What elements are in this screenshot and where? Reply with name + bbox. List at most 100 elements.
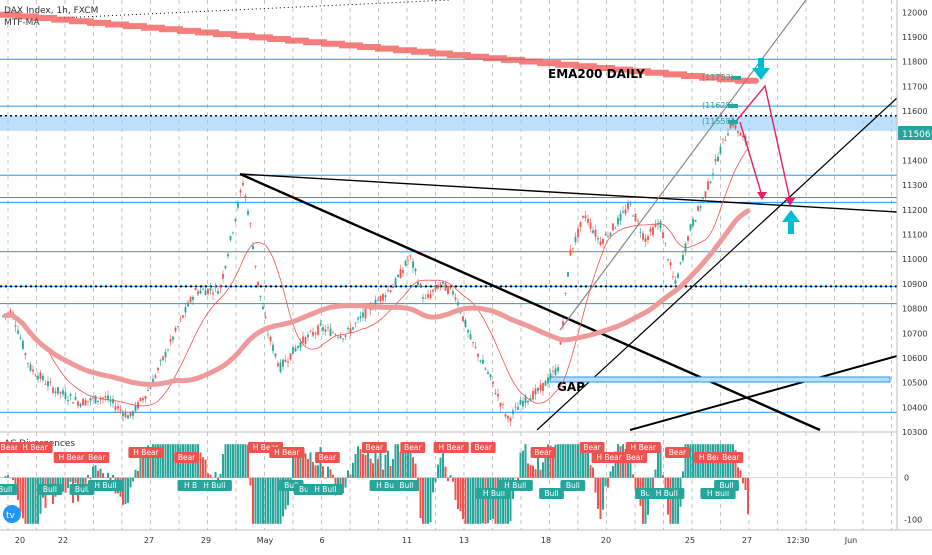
oscillator-bar-down bbox=[122, 477, 124, 505]
oscillator-bar-down bbox=[204, 459, 207, 478]
candle-body-down bbox=[429, 294, 432, 298]
oscillator-bar-up bbox=[477, 477, 479, 524]
tag-11625: (11625) bbox=[702, 101, 734, 110]
candle-body-up bbox=[517, 407, 519, 410]
candle-body-down bbox=[189, 296, 192, 303]
candle-body-up bbox=[262, 306, 264, 310]
oscillator-bar-down bbox=[462, 477, 464, 520]
candle-body-down bbox=[542, 382, 544, 391]
candle-body-down bbox=[364, 308, 367, 319]
price-axis[interactable]: 10300 10400 10500 10600 10700 10800 10900 11000… bbox=[902, 8, 927, 437]
oscillator-bar-up bbox=[672, 477, 674, 524]
candle-body-up bbox=[639, 232, 642, 234]
oscillator-bar-down bbox=[247, 444, 249, 478]
time-tick-label: 6 bbox=[319, 536, 324, 545]
oscillator-bar-up bbox=[354, 454, 357, 478]
candle-body-down bbox=[739, 132, 742, 136]
candle-body-down bbox=[664, 242, 667, 244]
candle-body-up bbox=[674, 280, 677, 284]
oscillator-bar-up bbox=[404, 444, 407, 478]
candle-body-down bbox=[454, 297, 457, 300]
oscillator-bar-up bbox=[352, 462, 354, 478]
candle-body-up bbox=[694, 219, 697, 222]
label-box bbox=[269, 447, 305, 458]
label-box bbox=[433, 442, 469, 453]
candle-body-up bbox=[362, 312, 364, 318]
candle-body-down bbox=[207, 288, 209, 294]
time-tick-label: 22 bbox=[58, 536, 68, 545]
bear-divergence-label: Bear bbox=[400, 442, 426, 453]
candle-body-up bbox=[692, 219, 694, 227]
oscillator-bar-up bbox=[242, 444, 244, 478]
oscillator-bar-up bbox=[544, 451, 547, 478]
candle-body-down bbox=[149, 387, 152, 390]
candle-body-down bbox=[242, 183, 244, 186]
candle-body-up bbox=[122, 412, 124, 417]
candle-body-up bbox=[719, 146, 722, 154]
candle-body-down bbox=[572, 248, 574, 250]
candle-body-down bbox=[27, 362, 29, 364]
candle-body-down bbox=[499, 402, 502, 407]
time-axis[interactable]: 20 22 27 29 May 6 11 13 18 20 25 27 12:30 Jun bbox=[15, 536, 857, 545]
candle-body-down bbox=[119, 409, 122, 411]
oscillator-bar-down bbox=[202, 457, 204, 478]
bull-divergence-label: Bull bbox=[714, 480, 739, 491]
candle-body-up bbox=[232, 232, 234, 234]
candle-body-up bbox=[107, 395, 109, 401]
oscillator-bar-down bbox=[382, 469, 384, 478]
candle-body-up bbox=[297, 345, 299, 349]
current-price-box bbox=[898, 126, 932, 140]
candle-body-up bbox=[342, 338, 344, 340]
candle-body-up bbox=[617, 217, 619, 225]
oscillator-bar-up bbox=[234, 444, 237, 478]
oscillator-bar-up bbox=[4, 476, 7, 478]
svg-text:tv: tv bbox=[6, 511, 16, 521]
cyan-down-arrow-icon bbox=[752, 58, 770, 80]
oscillator-bar-down bbox=[592, 467, 594, 478]
oscillator-bar-down bbox=[297, 456, 299, 478]
candle-body-down bbox=[142, 398, 144, 401]
oscillator-bar-down bbox=[22, 477, 24, 519]
candle-body-up bbox=[47, 381, 49, 387]
candle-body-down bbox=[637, 220, 639, 222]
bull-divergence-label: Bull bbox=[560, 480, 586, 491]
candle-body-up bbox=[134, 405, 137, 411]
candle-body-up bbox=[679, 262, 682, 264]
candle-body-up bbox=[522, 400, 524, 407]
oscillator-bar-up bbox=[259, 477, 262, 524]
bear-divergence-label: Bear bbox=[84, 452, 110, 463]
candle-body-down bbox=[552, 370, 554, 372]
oscillator-bar-up bbox=[69, 477, 72, 482]
oscillator-bar-up bbox=[29, 477, 32, 524]
oscillator-bar-down bbox=[634, 477, 637, 490]
forecast-arrow-head bbox=[785, 198, 795, 206]
candle-body-down bbox=[154, 375, 157, 378]
candle-body-down bbox=[277, 363, 279, 367]
candle-body-up bbox=[632, 215, 634, 217]
oscillator-bar-up bbox=[274, 477, 277, 524]
candle-body-down bbox=[399, 269, 402, 279]
oscillator-bar-down bbox=[372, 463, 374, 478]
price-tick-label: 11100 bbox=[902, 231, 927, 240]
candle-body-down bbox=[179, 318, 182, 320]
bear-divergence-label: H Bear bbox=[433, 442, 469, 453]
candle-body-up bbox=[199, 290, 202, 294]
oscillator-axis: -100 0 bbox=[904, 474, 922, 525]
label-text: Bear bbox=[626, 453, 644, 462]
label-text: Bear bbox=[178, 453, 196, 462]
candle-body-up bbox=[479, 360, 482, 362]
oscillator-bar-up bbox=[139, 453, 142, 478]
candle-body-up bbox=[357, 317, 359, 320]
label-text: Bear bbox=[474, 443, 492, 452]
candle-body-down bbox=[742, 135, 744, 138]
oscillator-bar-down bbox=[12, 477, 14, 481]
candle-body-down bbox=[49, 381, 52, 383]
label-box bbox=[307, 484, 343, 495]
candle-body-up bbox=[457, 302, 459, 306]
oscillator-bar-down bbox=[332, 474, 334, 478]
candle-body-up bbox=[329, 328, 332, 336]
candle-body-down bbox=[642, 233, 644, 240]
oscillator-bar-up bbox=[409, 444, 412, 478]
candle-body-down bbox=[444, 282, 447, 291]
